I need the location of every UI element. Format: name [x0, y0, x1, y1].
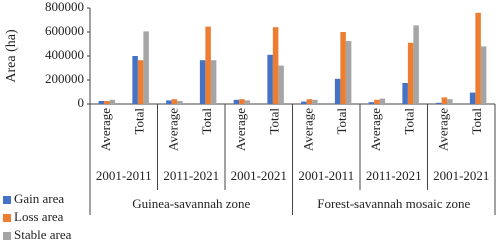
bar [312, 99, 318, 104]
bar [301, 101, 307, 104]
period-label: 2011-2021 [163, 168, 219, 183]
bar [306, 99, 313, 104]
legend-swatch [3, 196, 11, 204]
legend-label: Stable area [14, 227, 72, 242]
bar [379, 98, 386, 104]
bar [447, 99, 453, 104]
bar [98, 101, 105, 104]
y-axis-label: Area (ha) [4, 29, 19, 83]
bar [278, 65, 284, 104]
legend-label: Loss area [14, 209, 64, 224]
x-tick-label: Average [233, 108, 248, 151]
bar [233, 99, 240, 104]
bar [436, 102, 442, 104]
legend-swatch [3, 232, 11, 240]
bar [267, 54, 273, 104]
bar [166, 100, 172, 104]
bar [475, 12, 481, 104]
period-label: 2001-2011 [298, 168, 354, 183]
x-tick-label: Total [199, 108, 214, 135]
bar [340, 32, 346, 104]
bar [272, 27, 279, 105]
bar [177, 101, 183, 104]
legend-label: Gain area [14, 191, 64, 206]
x-tick-label: Average [435, 108, 450, 151]
period-label: 2001-2011 [96, 168, 152, 183]
x-tick-label: Total [267, 108, 282, 135]
bar [402, 83, 408, 104]
x-tick-label: Average [300, 108, 315, 151]
bar [205, 26, 211, 105]
bar [199, 60, 206, 104]
bar [244, 100, 251, 104]
bar [210, 60, 217, 104]
bar [368, 102, 375, 104]
bar [104, 101, 110, 104]
period-label: 2001-2021 [433, 168, 489, 183]
bar [171, 99, 178, 104]
x-tick-label: Total [402, 108, 417, 135]
bar [132, 56, 138, 104]
period-label: 2001-2021 [231, 168, 287, 183]
x-tick-label: Total [132, 108, 147, 135]
y-tick-label: 800000 [45, 0, 84, 14]
x-tick-label: Average [165, 108, 180, 151]
x-tick-label: Total [334, 108, 349, 135]
x-tick-label: Average [368, 108, 383, 151]
y-tick-label: 400000 [45, 47, 84, 62]
bar [374, 99, 380, 104]
bar [334, 78, 341, 104]
bar [109, 99, 116, 104]
bar [239, 99, 245, 104]
bar [441, 97, 448, 104]
legend-swatch [3, 214, 11, 222]
zone-label: Forest-savannah mosaic zone [317, 196, 470, 211]
x-tick-label: Total [469, 108, 484, 135]
bar [413, 25, 419, 104]
period-label: 2011-2021 [366, 168, 422, 183]
bar [143, 31, 149, 104]
zone-label: Guinea-savannah zone [132, 196, 250, 211]
y-tick-label: 0 [78, 95, 85, 110]
bar [137, 60, 144, 104]
bar [480, 46, 487, 104]
bar [469, 92, 476, 104]
bar [345, 41, 352, 104]
bar [407, 42, 414, 104]
y-tick-label: 600000 [45, 23, 84, 38]
x-tick-label: Average [98, 108, 113, 151]
y-tick-label: 200000 [45, 71, 84, 86]
